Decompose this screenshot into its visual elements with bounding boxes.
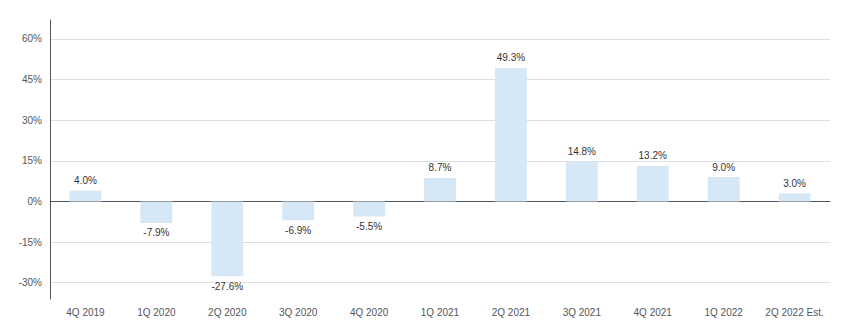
svg-text:8.7%: 8.7% (429, 162, 452, 173)
svg-text:4.0%: 4.0% (74, 175, 97, 186)
svg-text:49.3%: 49.3% (497, 52, 525, 63)
svg-text:1Q 2022: 1Q 2022 (704, 307, 743, 318)
svg-text:45%: 45% (22, 74, 42, 85)
svg-text:3Q 2020: 3Q 2020 (279, 307, 318, 318)
svg-text:4Q 2021: 4Q 2021 (634, 307, 673, 318)
svg-text:1Q 2020: 1Q 2020 (137, 307, 176, 318)
svg-text:15%: 15% (22, 155, 42, 166)
svg-text:-15%: -15% (19, 237, 42, 248)
svg-text:-30%: -30% (19, 277, 42, 288)
svg-text:4Q 2020: 4Q 2020 (350, 307, 389, 318)
svg-text:-6.9%: -6.9% (285, 225, 311, 236)
svg-text:9.0%: 9.0% (712, 162, 735, 173)
svg-text:-27.6%: -27.6% (211, 281, 243, 292)
svg-text:-7.9%: -7.9% (143, 227, 169, 238)
svg-text:60%: 60% (22, 33, 42, 44)
svg-text:4Q 2019: 4Q 2019 (66, 307, 105, 318)
svg-text:3.0%: 3.0% (783, 178, 806, 189)
svg-text:0%: 0% (28, 196, 43, 207)
svg-text:30%: 30% (22, 115, 42, 126)
svg-text:13.2%: 13.2% (639, 150, 667, 161)
svg-text:-5.5%: -5.5% (356, 221, 382, 232)
svg-text:2Q 2021: 2Q 2021 (492, 307, 531, 318)
svg-text:2Q 2022 Est.: 2Q 2022 Est. (765, 307, 823, 318)
svg-text:3Q 2021: 3Q 2021 (563, 307, 602, 318)
svg-text:2Q 2020: 2Q 2020 (208, 307, 247, 318)
svg-text:1Q 2021: 1Q 2021 (421, 307, 460, 318)
svg-text:14.8%: 14.8% (568, 146, 596, 157)
